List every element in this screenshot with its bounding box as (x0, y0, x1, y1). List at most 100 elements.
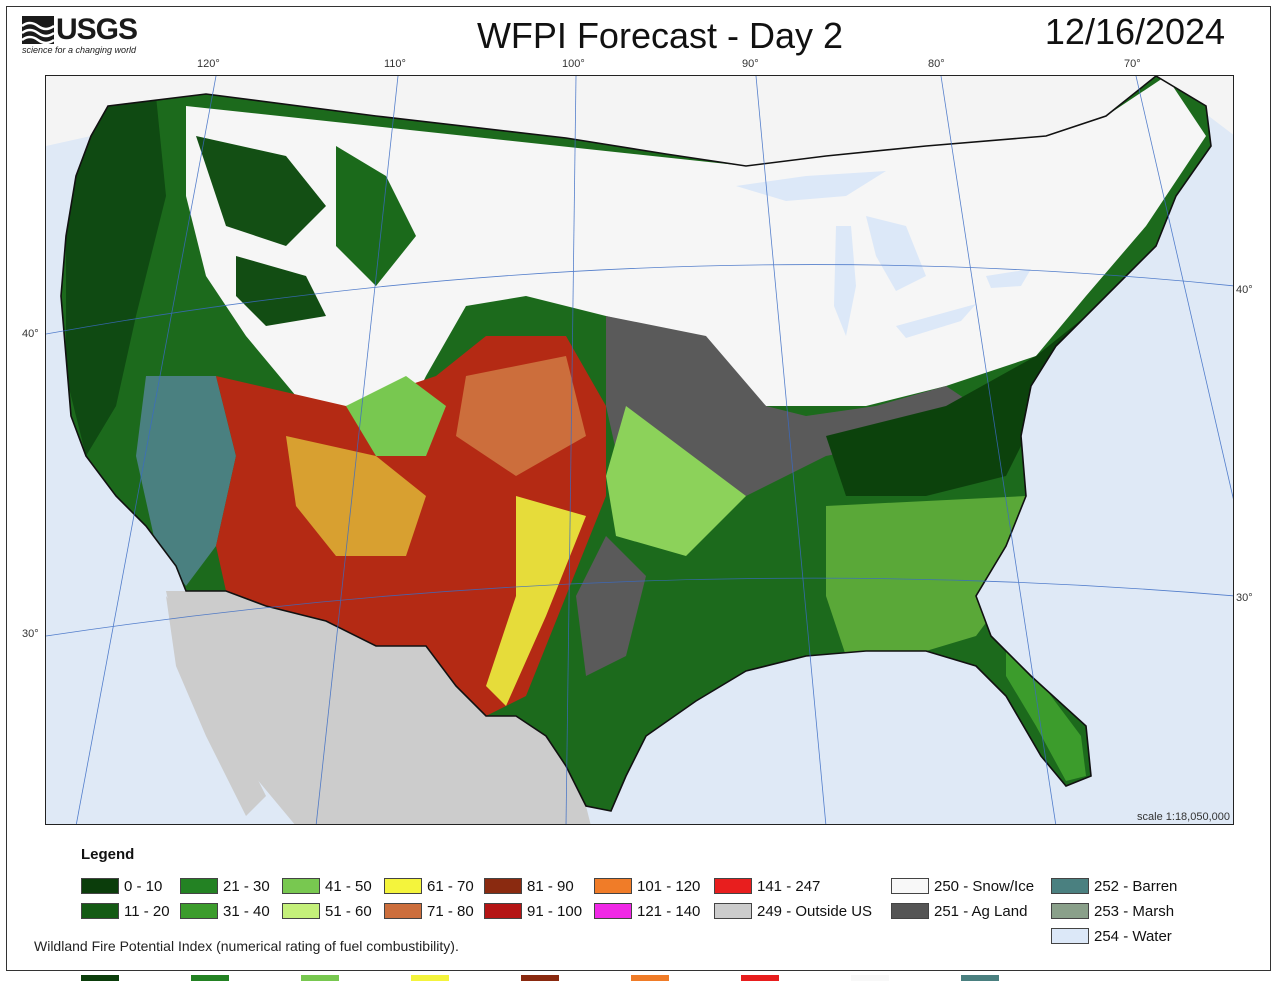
latitude-label: 30° (1236, 592, 1253, 604)
legend-swatch (282, 878, 320, 894)
strip-swatch (741, 975, 779, 981)
legend-label: 0 - 10 (124, 877, 163, 895)
forest-patch (336, 146, 416, 286)
lake-huron (866, 216, 926, 291)
green-transition (606, 406, 746, 556)
latitude-label: 40° (22, 328, 39, 340)
legend-swatch (594, 903, 632, 919)
ag-land-zone (576, 536, 646, 676)
legend-label: 252 - Barren (1094, 877, 1178, 895)
us-border (60, 76, 1212, 812)
longitude-label: 80° (928, 58, 945, 70)
legend-item: 11 - 20 (81, 901, 170, 921)
legend-swatch (714, 878, 752, 894)
fire-potential-map: scale 1:18,050,000 (45, 75, 1234, 825)
usgs-logo-text: USGS (56, 13, 138, 46)
legend-item: 121 - 140 (594, 901, 700, 921)
legend-item: 31 - 40 (180, 901, 270, 921)
legend-item: 81 - 90 (484, 876, 574, 896)
longitude-label: 100° (562, 58, 585, 70)
forest-patch (66, 96, 166, 456)
moderate-risk-zone (286, 436, 426, 556)
light-green-zone (346, 376, 446, 456)
mexico-region (166, 591, 591, 824)
legend-label: 11 - 20 (124, 902, 170, 920)
legend-swatch (384, 903, 422, 919)
bottom-color-strip (0, 975, 1280, 981)
barren-zone (136, 376, 236, 586)
orange-risk-zone (456, 356, 586, 476)
latitude-label: 30° (22, 628, 39, 640)
strip-swatch (521, 975, 559, 981)
usgs-logo-tagline: science for a changing world (22, 45, 137, 55)
legend-label: 81 - 90 (527, 877, 574, 895)
legend-label: 254 - Water (1094, 927, 1172, 945)
legend-title: Legend (81, 846, 135, 863)
usgs-waves-icon (22, 16, 54, 45)
legend-label: 101 - 120 (637, 877, 701, 895)
legend-swatch (891, 878, 929, 894)
usgs-logo: USGS science for a changing world (22, 14, 142, 58)
legend-label: 250 - Snow/Ice (934, 877, 1035, 895)
lake-superior (736, 171, 886, 201)
legend-item: 252 - Barren (1051, 876, 1177, 896)
legend-item: 0 - 10 (81, 876, 162, 896)
legend-item: 141 - 247 (714, 876, 820, 896)
legend-swatch (81, 878, 119, 894)
strip-swatch (301, 975, 339, 981)
legend-label: 121 - 140 (637, 902, 701, 920)
forecast-date: 12/16/2024 (1044, 11, 1226, 52)
legend-swatch (81, 903, 119, 919)
legend-swatch (1051, 928, 1089, 944)
map-scale-label: scale 1:18,050,000 (1137, 811, 1230, 823)
forest-patch (236, 256, 326, 326)
lake-ontario (986, 269, 1031, 288)
legend-swatch (484, 903, 522, 919)
legend-item: 61 - 70 (384, 876, 474, 896)
legend-swatch (384, 878, 422, 894)
longitude-label: 120° (197, 58, 220, 70)
canada-region (46, 76, 1233, 166)
legend-swatch (891, 903, 929, 919)
longitude-label: 70° (1124, 58, 1141, 70)
strip-swatch (961, 975, 999, 981)
legend-label: 253 - Marsh (1094, 902, 1175, 920)
legend-label: 91 - 100 (527, 902, 583, 920)
legend-label: 141 - 247 (757, 877, 821, 895)
legend-swatch (594, 878, 632, 894)
longitude-label: 90° (742, 58, 759, 70)
strip-swatch (191, 975, 229, 981)
legend-label: 249 - Outside US (757, 902, 873, 920)
snow-zone (186, 76, 1206, 496)
legend-swatch (180, 878, 218, 894)
legend-label: 61 - 70 (427, 877, 474, 895)
lake-michigan (834, 226, 856, 336)
legend-item: 251 - Ag Land (891, 901, 1027, 921)
legend-label: 41 - 50 (325, 877, 372, 895)
legend-item: 91 - 100 (484, 901, 582, 921)
graticule-lines (46, 76, 1233, 824)
legend-item: 21 - 30 (180, 876, 270, 896)
map-canvas: scale 1:18,050,000 (46, 76, 1233, 824)
legend-item: 250 - Snow/Ice (891, 876, 1034, 896)
longitude-label: 110° (384, 58, 406, 70)
legend-item: 41 - 50 (282, 876, 372, 896)
forest-patch (196, 136, 326, 246)
legend-swatch (714, 903, 752, 919)
legend-label: 251 - Ag Land (934, 902, 1028, 920)
latitude-label: 40° (1236, 284, 1253, 296)
florida-green (1006, 636, 1086, 781)
legend-swatch (282, 903, 320, 919)
map-frame (6, 6, 1271, 971)
southeast-green (826, 496, 1026, 656)
legend-swatch (484, 878, 522, 894)
lake-erie (896, 304, 976, 338)
legend-swatch (1051, 903, 1089, 919)
baja-region (166, 596, 266, 816)
legend-label: 21 - 30 (223, 877, 270, 895)
legend-item: 71 - 80 (384, 901, 474, 921)
legend-footnote: Wildland Fire Potential Index (numerical… (34, 938, 459, 954)
legend-swatch (180, 903, 218, 919)
legend-item: 253 - Marsh (1051, 901, 1174, 921)
strip-swatch (411, 975, 449, 981)
